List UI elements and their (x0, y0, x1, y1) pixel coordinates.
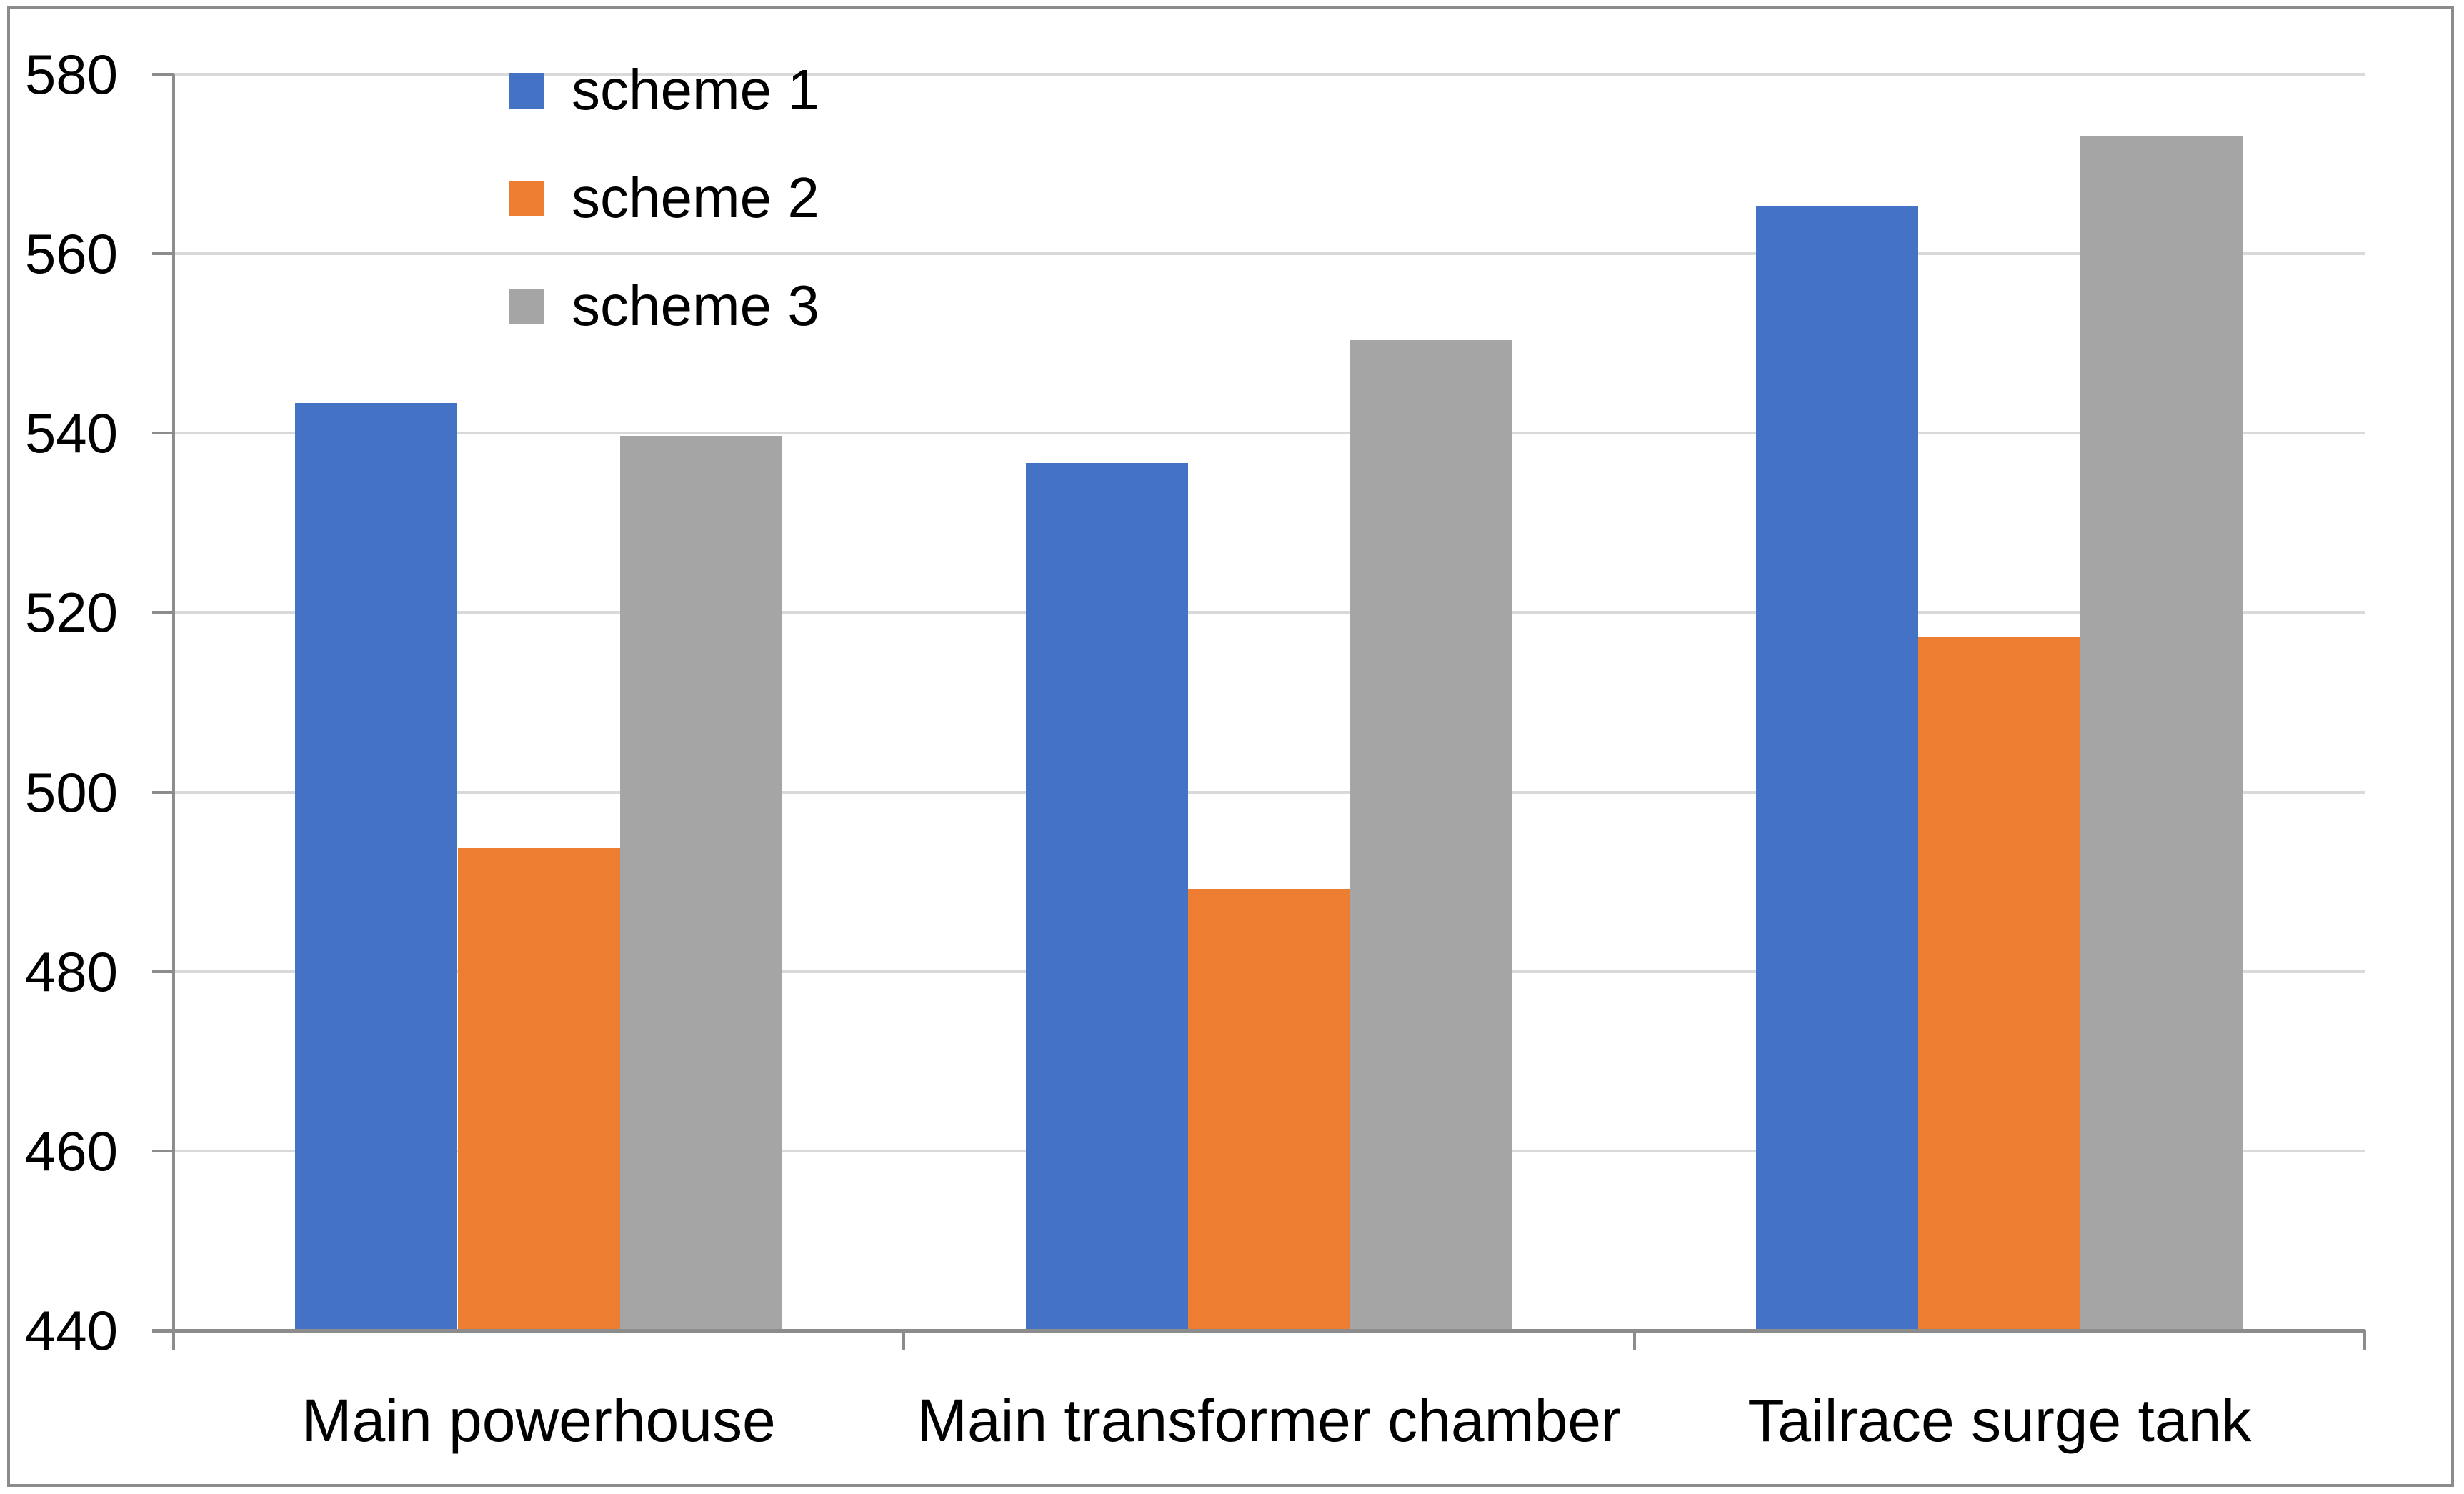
category-label-1: Main powerhouse (301, 1387, 776, 1454)
legend-swatch-scheme-1 (509, 73, 544, 109)
y-axis-tick (152, 252, 174, 256)
bar-scheme-2-2 (1187, 889, 1350, 1330)
y-axis-tick (152, 790, 174, 794)
y-axis-tick-label: 500 (24, 760, 118, 824)
bar-scheme-3-1 (619, 435, 782, 1330)
bar-scheme-3-3 (2080, 136, 2243, 1330)
category-tick (902, 1330, 906, 1350)
y-axis-line (172, 74, 175, 1350)
gridline (174, 432, 2365, 435)
gridline (174, 611, 2365, 614)
y-axis-tick-label: 560 (24, 222, 118, 286)
gridline (174, 73, 2365, 76)
y-axis-tick-label: 520 (24, 581, 118, 644)
y-axis-tick (152, 970, 174, 973)
category-label-3: Tailrace surge tank (1747, 1387, 2252, 1454)
gridline (174, 252, 2365, 256)
legend-swatch-scheme-2 (509, 181, 544, 216)
bar-scheme-3-2 (1350, 339, 1513, 1330)
y-axis-tick (152, 1149, 174, 1152)
bar-scheme-2-3 (1918, 637, 2081, 1330)
y-axis-tick (152, 611, 174, 614)
legend-label: scheme 3 (572, 274, 819, 337)
legend-label: scheme 2 (572, 166, 819, 229)
category-tick (2363, 1330, 2366, 1350)
bar-scheme-1-3 (1756, 206, 1919, 1330)
y-axis-tick (152, 73, 174, 76)
category-tick (1632, 1330, 1636, 1350)
x-axis-line (152, 1329, 2365, 1333)
y-axis-tick-label: 440 (24, 1299, 118, 1362)
y-axis-tick-label: 580 (24, 43, 118, 106)
bar-scheme-1-2 (1025, 463, 1188, 1330)
y-axis-tick-label: 540 (24, 402, 118, 465)
category-label-2: Main transformer chamber (917, 1387, 1621, 1454)
y-axis-tick-label: 460 (24, 1119, 118, 1182)
gridline (174, 790, 2365, 794)
y-axis-tick-label: 480 (24, 940, 118, 1003)
y-axis-tick (152, 432, 174, 435)
bar-scheme-1-1 (295, 402, 458, 1330)
bar-scheme-2-1 (457, 847, 620, 1330)
legend-swatch-scheme-3 (509, 289, 544, 324)
legend-label: scheme 1 (572, 58, 819, 121)
